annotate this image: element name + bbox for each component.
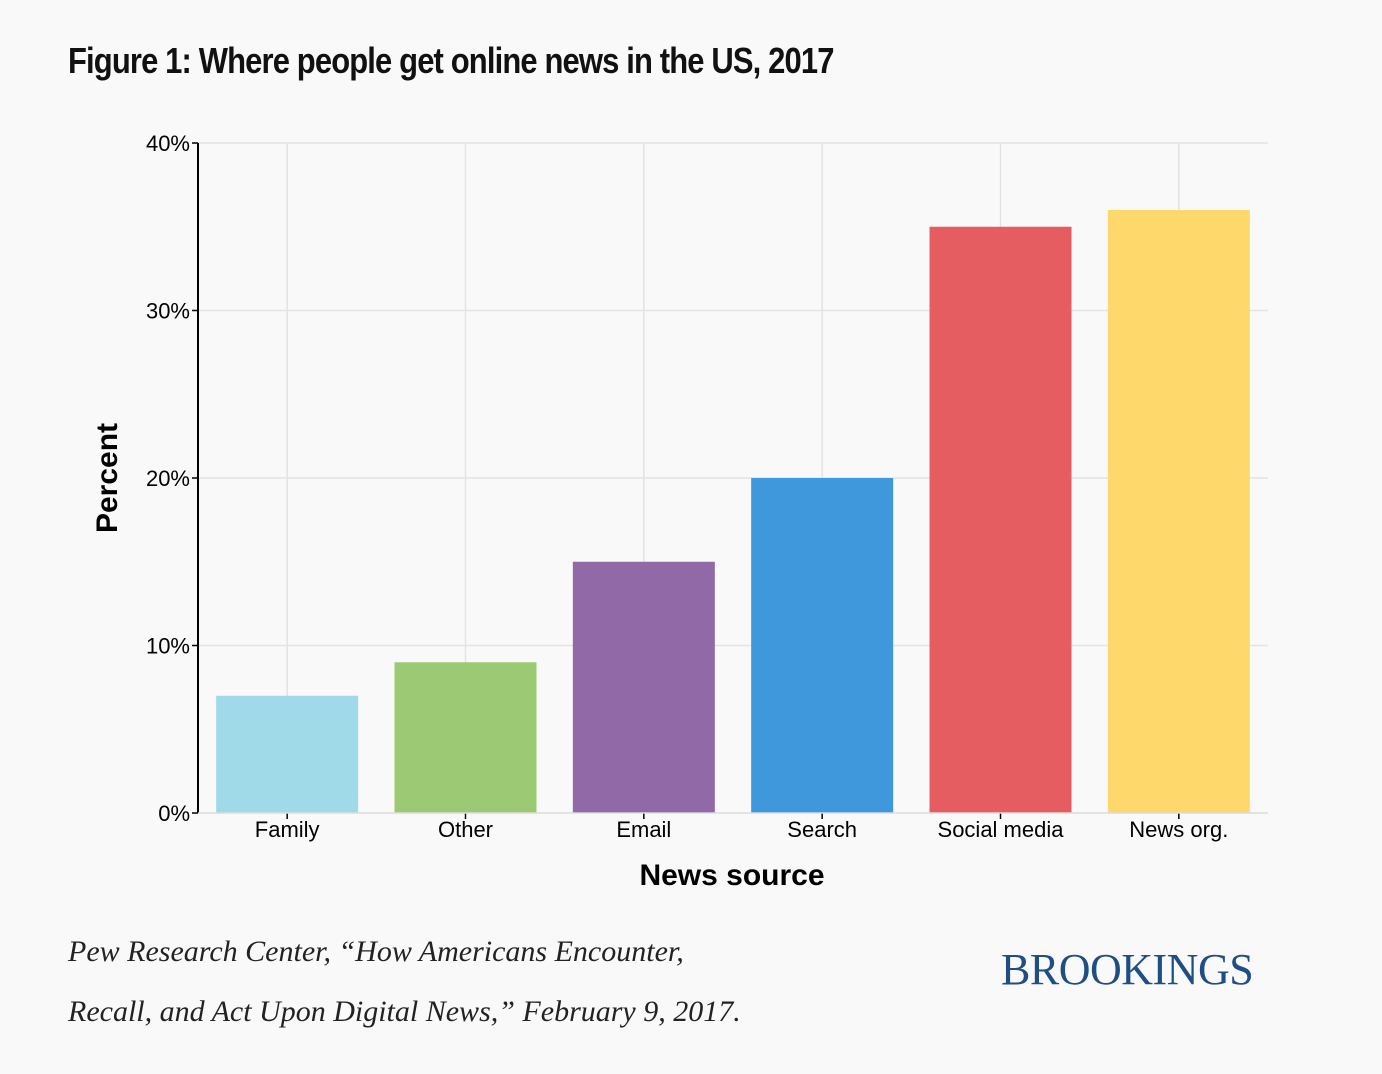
x-tick-label: Social media [938, 817, 1065, 842]
source-line-1: Pew Research Center, “How Americans Enco… [68, 935, 684, 968]
bars [216, 210, 1250, 813]
x-tick-label: Other [438, 817, 493, 842]
y-tick-label: 20% [146, 466, 190, 491]
x-axis-title: News source [639, 859, 824, 892]
source-citation: Pew Research Center, “How Americans Enco… [68, 922, 741, 1042]
bar-social-media [929, 226, 1072, 813]
brookings-logo: BROOKINGS [1001, 945, 1254, 994]
x-tick-label: Email [616, 817, 671, 842]
y-tick-label: 0% [158, 801, 190, 826]
y-tick-label: 30% [146, 299, 190, 324]
bar-news-org [1107, 210, 1250, 813]
x-tick-label: News org. [1129, 817, 1228, 842]
y-tick-label: 10% [146, 634, 190, 659]
axes [192, 142, 1268, 819]
source-line-2: Recall, and Act Upon Digital News,” Febr… [68, 995, 741, 1028]
bar-other [394, 662, 537, 813]
bar-family [216, 695, 359, 813]
grid-lines [198, 142, 1268, 813]
y-axis-title: Percent [91, 423, 124, 533]
bar-search [751, 478, 894, 813]
bar-email [572, 561, 715, 813]
x-tick-label: Search [787, 817, 857, 842]
chart-title: Figure 1: Where people get online news i… [68, 40, 834, 81]
x-tick-label: Family [255, 817, 320, 842]
tick-labels: 0% 10% 20% 30% 40% Family Other Email Search Soci… [146, 131, 1228, 842]
y-tick-label: 40% [146, 131, 190, 156]
